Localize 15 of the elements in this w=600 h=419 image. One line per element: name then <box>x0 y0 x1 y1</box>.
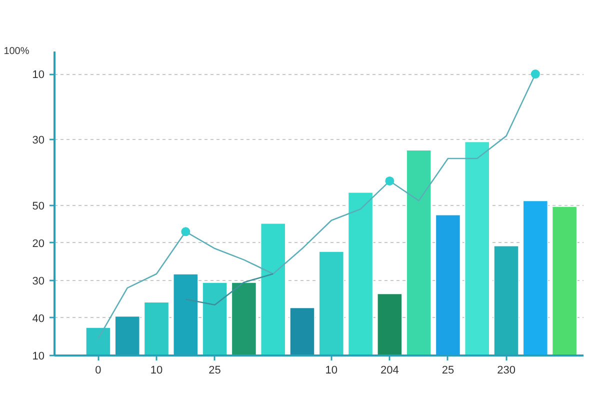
x-tick-label: 0 <box>95 364 102 376</box>
category-label: 40 <box>32 312 45 325</box>
category-label: 30 <box>32 134 45 147</box>
x-tick-label: 25 <box>208 364 221 376</box>
category-label: 10 <box>32 69 45 82</box>
category-label: 20 <box>32 238 45 250</box>
x-tick-label: 204 <box>380 364 399 376</box>
category-label: 30 <box>32 275 45 288</box>
category-label: 50 <box>32 200 45 212</box>
x-tick-label: 10 <box>150 364 163 376</box>
y-axis-title: 100% <box>4 46 30 57</box>
x-tick-label: 10 <box>325 364 338 376</box>
x-tick-label: 25 <box>442 364 454 376</box>
x-tick-label: 230 <box>497 364 516 376</box>
category-label: 10 <box>32 350 45 362</box>
